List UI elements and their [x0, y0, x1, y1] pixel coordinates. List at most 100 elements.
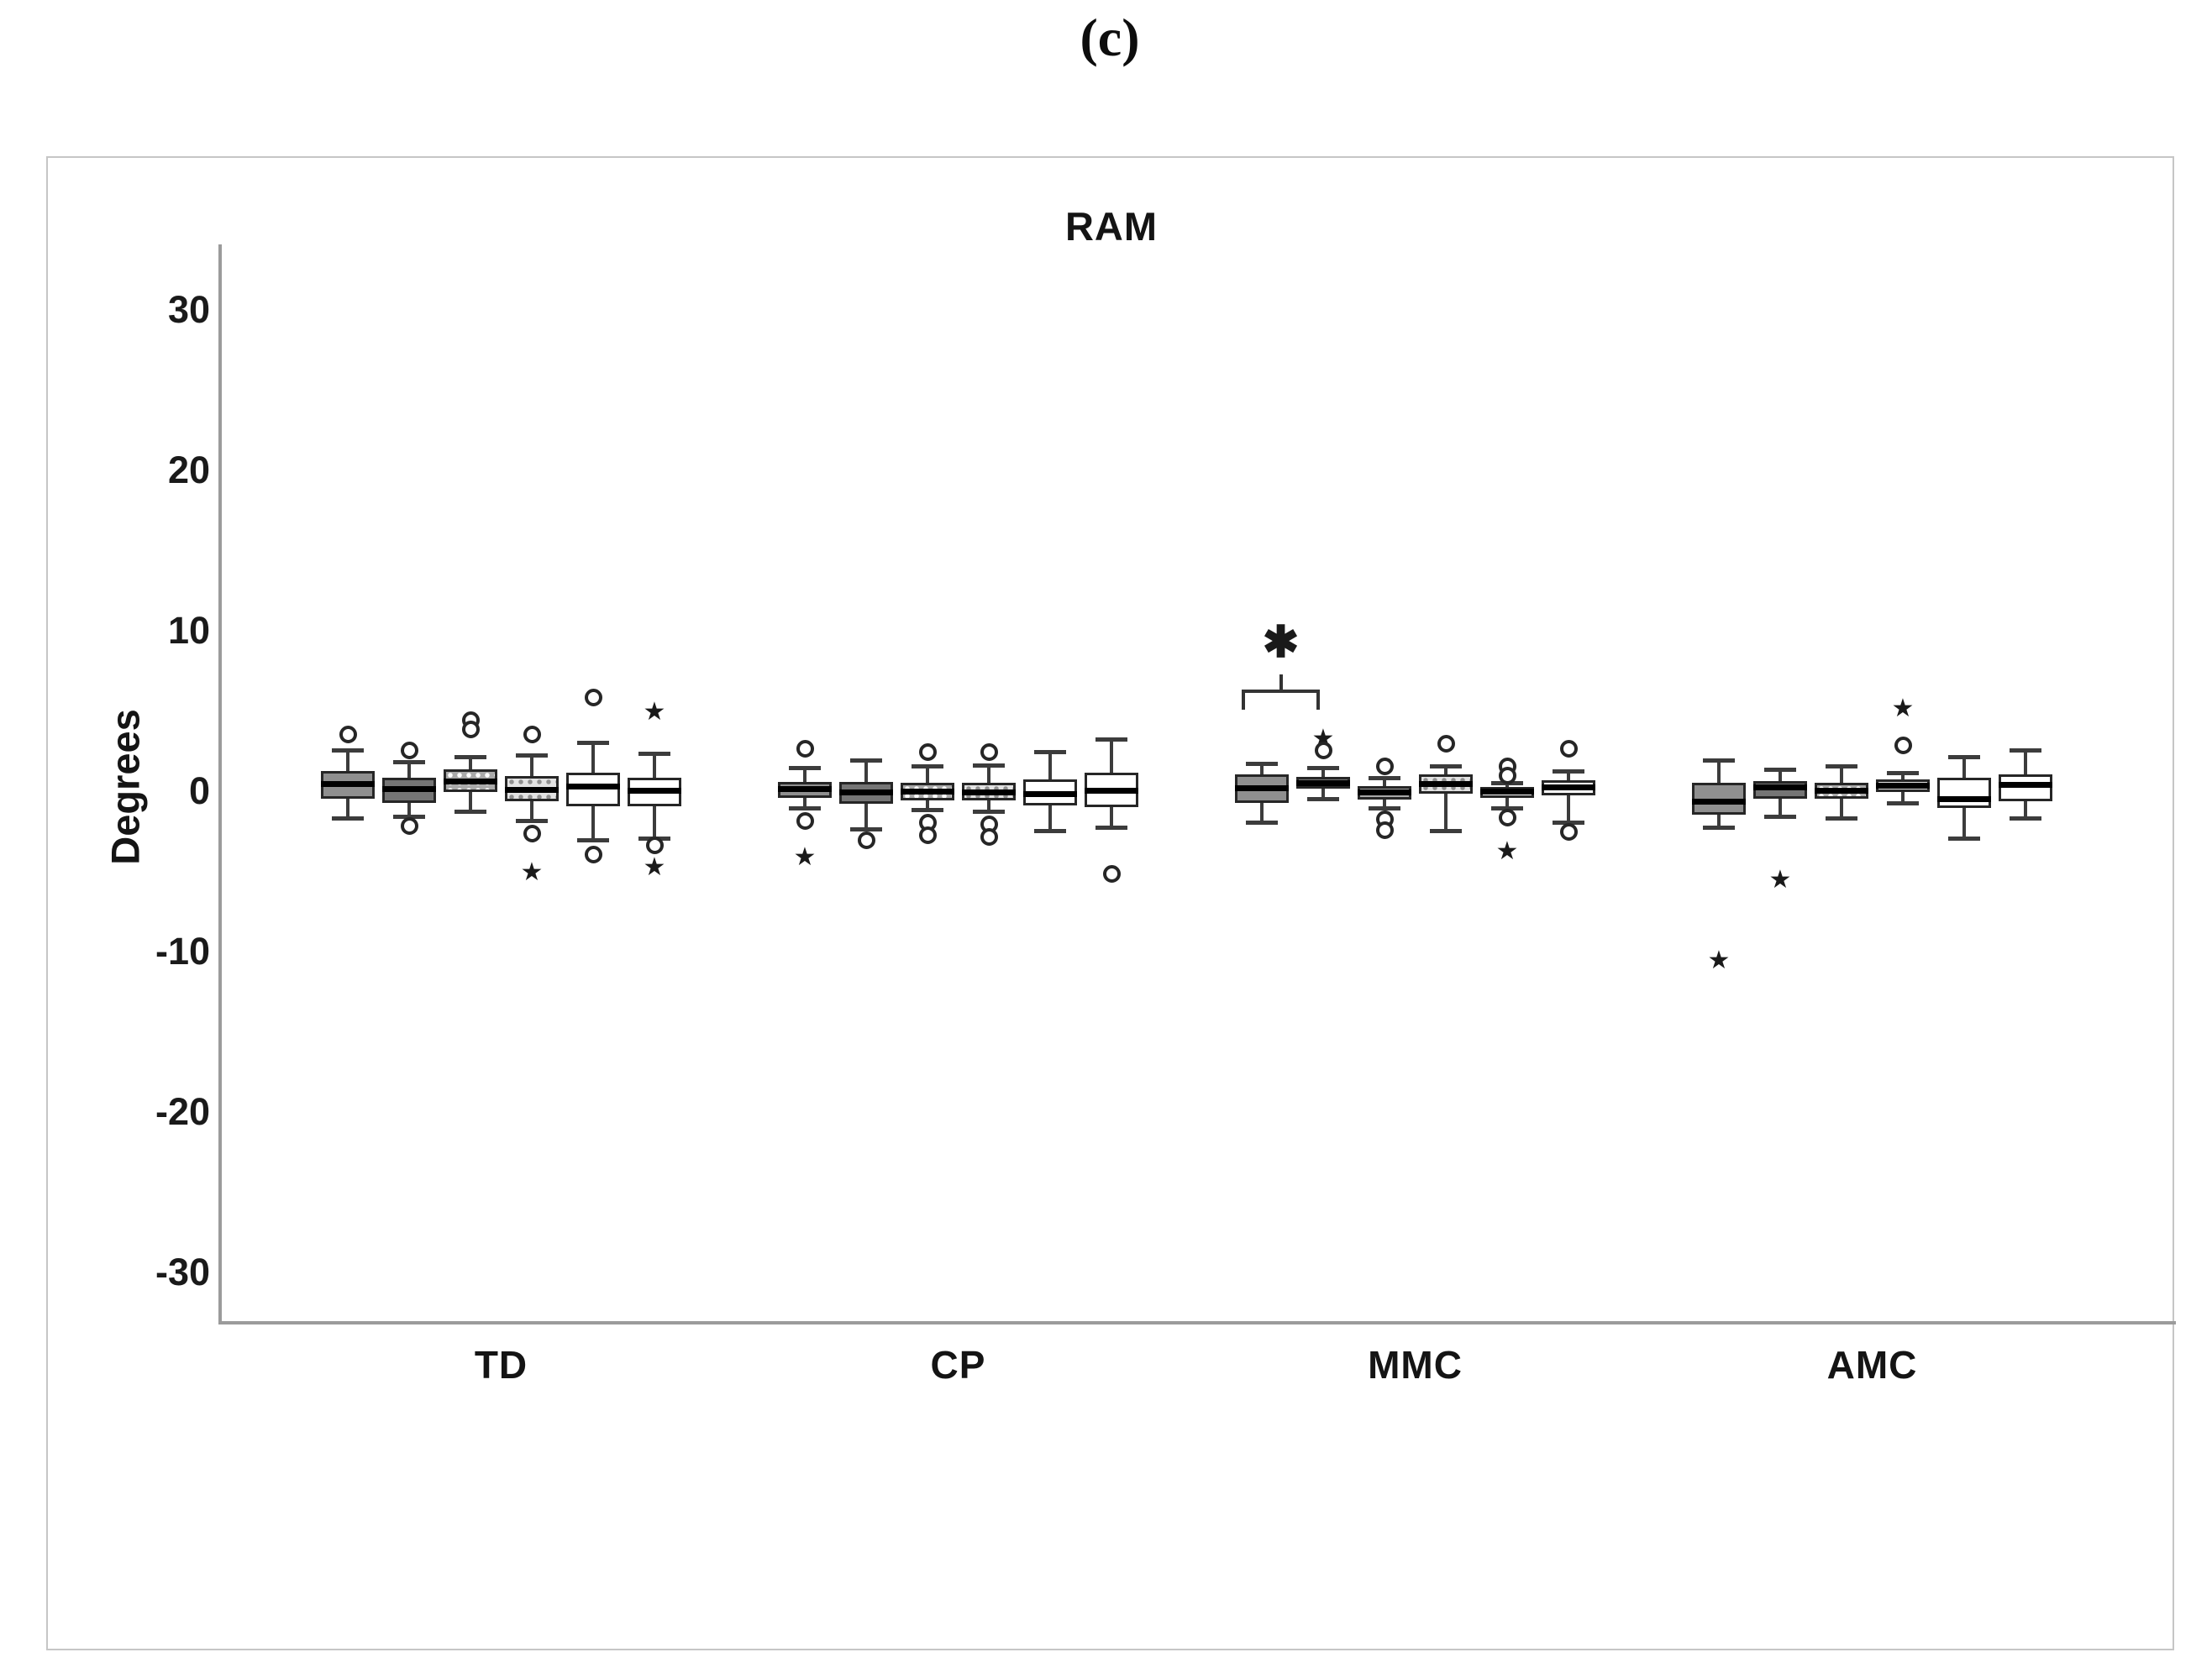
outlier-star: ★ [1768, 866, 1792, 894]
whisker-cap-top [1553, 769, 1584, 774]
significance-bracket-center-stub [1279, 674, 1283, 690]
outlier-circle [339, 725, 357, 743]
outlier-circle [461, 721, 480, 738]
outlier-star: ★ [1495, 837, 1519, 865]
whisker-cap-bottom [1826, 816, 1857, 821]
outlier-circle [400, 741, 418, 759]
box-plot-box [1692, 782, 1746, 815]
outlier-circle [796, 739, 814, 758]
whisker-cap-bottom [1887, 801, 1919, 806]
whisker-cap-bottom [1307, 796, 1339, 801]
whisker-cap-top [789, 766, 821, 771]
outlier-circle [980, 827, 998, 846]
x-tick-label: TD [474, 1343, 528, 1387]
median-line [1296, 779, 1350, 786]
outlier-circle [1559, 739, 1578, 758]
whisker-cap-bottom [1369, 806, 1400, 811]
outlier-circle [1375, 757, 1394, 775]
significance-bracket-horizontal [1242, 689, 1320, 693]
whisker-cap-top [1307, 766, 1339, 771]
whisker-cap-top [1826, 764, 1857, 769]
whisker-line [1444, 766, 1448, 831]
outlier-star: ★ [643, 697, 666, 726]
median-line [901, 789, 954, 795]
median-line [1692, 799, 1746, 805]
outlier-circle [1559, 823, 1578, 842]
x-tick-label: CP [930, 1343, 986, 1387]
whisker-cap-bottom [1553, 821, 1584, 826]
y-tick-label: 20 [167, 448, 210, 491]
outlier-circle [584, 845, 602, 863]
median-line [566, 784, 620, 790]
outlier-circle [1894, 737, 1912, 755]
outlier-circle [1437, 735, 1455, 753]
whisker-cap-top [850, 758, 882, 763]
y-tick-label: -10 [155, 930, 210, 973]
whisker-cap-bottom [1430, 828, 1462, 833]
whisker-cap-bottom [850, 826, 882, 831]
median-line [839, 789, 893, 795]
median-line [1876, 783, 1930, 789]
whisker-cap-bottom [1948, 837, 1980, 842]
median-line [1235, 785, 1289, 792]
outlier-circle [918, 826, 937, 845]
whisker-cap-bottom [332, 816, 364, 821]
whisker-cap-top [1034, 750, 1066, 755]
median-line [1753, 784, 1807, 791]
median-line [962, 789, 1016, 795]
outlier-circle [1498, 809, 1516, 827]
median-line [1023, 790, 1077, 797]
box-plot-box [1937, 777, 1991, 809]
whisker-cap-top [393, 759, 425, 764]
outlier-circle [796, 811, 814, 830]
median-line [1358, 789, 1411, 795]
whisker-cap-top [332, 748, 364, 753]
whisker-cap-bottom [1246, 821, 1278, 826]
median-line [444, 778, 497, 784]
chart-title: RAM [1064, 204, 1159, 249]
y-tick-label: -20 [155, 1090, 210, 1133]
outlier-circle [645, 836, 664, 854]
median-line [1480, 789, 1534, 795]
median-line [1937, 795, 1991, 802]
outlier-star: ★ [1707, 946, 1731, 974]
x-axis-line [218, 1321, 2176, 1324]
median-line [778, 786, 832, 793]
whisker-cap-top [1430, 764, 1462, 769]
whisker-cap-top [516, 753, 548, 758]
median-line [382, 786, 436, 793]
whisker-cap-top [1246, 761, 1278, 766]
significance-bracket-right-leg [1316, 689, 1320, 710]
median-line [1419, 781, 1473, 788]
whisker-cap-bottom [912, 808, 943, 812]
median-line [321, 781, 375, 788]
x-tick-label: AMC [1826, 1343, 1918, 1387]
outlier-circle [523, 825, 541, 843]
y-tick-label: 10 [167, 609, 210, 652]
whisker-cap-bottom [1764, 814, 1796, 819]
whisker-line [1567, 771, 1570, 823]
whisker-cap-top [1369, 775, 1400, 780]
whisker-cap-top [1703, 758, 1735, 763]
x-tick-label: MMC [1368, 1343, 1463, 1387]
outlier-circle [857, 831, 875, 849]
whisker-cap-top [1887, 771, 1919, 776]
outlier-circle [1102, 864, 1121, 883]
whisker-cap-bottom [1703, 826, 1735, 831]
whisker-cap-bottom [973, 809, 1005, 814]
whisker-cap-bottom [1095, 826, 1127, 831]
whisker-cap-top [973, 763, 1005, 768]
whisker-cap-bottom [516, 819, 548, 824]
panel-label: (c) [1080, 8, 1140, 67]
whisker-cap-bottom [454, 809, 486, 814]
median-line [628, 788, 681, 795]
whisker-cap-top [638, 752, 670, 757]
y-tick-label: 0 [188, 769, 210, 812]
y-tick-label: -30 [155, 1251, 210, 1293]
significance-asterisk: ✱ [1262, 618, 1300, 668]
whisker-cap-top [1095, 737, 1127, 742]
outlier-circle [584, 688, 602, 706]
median-line [1815, 788, 1868, 795]
